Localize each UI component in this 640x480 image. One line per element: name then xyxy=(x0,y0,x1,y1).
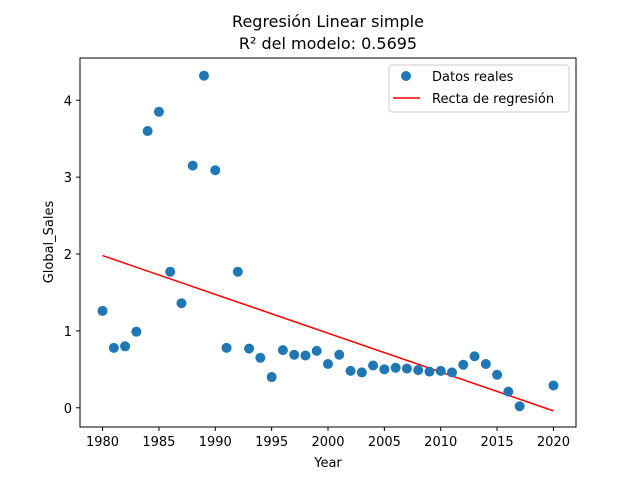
y-tick-label-0: 0 xyxy=(64,402,72,417)
data-point-2015 xyxy=(492,369,503,380)
data-point-2008 xyxy=(413,365,424,376)
data-point-2014 xyxy=(480,358,491,369)
data-point-2001 xyxy=(334,349,345,360)
data-point-1992 xyxy=(232,266,243,277)
legend-marker-datos-reales xyxy=(401,71,411,81)
data-point-2012 xyxy=(458,359,469,370)
data-point-1982 xyxy=(120,341,131,352)
data-point-2006 xyxy=(390,362,401,373)
data-point-1980 xyxy=(97,305,108,316)
x-tick-label-2020: 2020 xyxy=(537,435,570,450)
data-point-1999 xyxy=(311,345,322,356)
legend-box xyxy=(388,64,570,113)
y-axis-label: Global_Sales xyxy=(42,200,57,283)
x-tick-label-2005: 2005 xyxy=(368,435,401,450)
y-tick-label-2: 2 xyxy=(64,248,72,263)
x-tick-label-2010: 2010 xyxy=(424,435,457,450)
x-tick-label-1995: 1995 xyxy=(255,435,288,450)
data-point-1994 xyxy=(255,352,266,363)
data-point-1995 xyxy=(266,372,277,383)
data-point-1990 xyxy=(210,165,221,176)
data-point-2005 xyxy=(379,364,390,375)
data-point-2010 xyxy=(435,365,446,376)
data-point-2020 xyxy=(548,380,559,391)
x-tick-label-2015: 2015 xyxy=(481,435,514,450)
x-axis-label: Year xyxy=(313,456,342,471)
data-point-1983 xyxy=(131,326,142,337)
data-point-1981 xyxy=(108,342,119,353)
chart-subtitle: R² del modelo: 0.5695 xyxy=(239,34,417,53)
data-point-2004 xyxy=(368,360,379,371)
data-point-2016 xyxy=(503,386,514,397)
regression-layer xyxy=(102,254,554,412)
data-point-1986 xyxy=(165,266,176,277)
data-point-2009 xyxy=(424,366,435,377)
data-point-2013 xyxy=(469,351,480,362)
y-axis-ticks: 0 1 2 3 4 xyxy=(64,94,80,417)
legend: Datos reales Recta de regresión xyxy=(388,64,570,113)
data-point-1985 xyxy=(153,106,164,117)
y-tick-label-1: 1 xyxy=(64,325,72,340)
data-point-1998 xyxy=(300,350,311,361)
legend-label-datos-reales: Datos reales xyxy=(432,70,514,85)
regression-line xyxy=(102,254,554,412)
data-point-2000 xyxy=(323,358,333,369)
chart-title: Regresión Linear simple xyxy=(232,12,424,31)
data-point-1989 xyxy=(199,70,209,81)
data-point-2003 xyxy=(356,367,367,378)
data-point-2002 xyxy=(345,365,356,376)
data-point-2007 xyxy=(401,363,412,374)
x-tick-label-1985: 1985 xyxy=(142,435,175,450)
x-tick-label-1980: 1980 xyxy=(86,435,119,450)
data-point-2011 xyxy=(447,367,457,378)
x-tick-label-2000: 2000 xyxy=(311,435,344,450)
data-point-1993 xyxy=(244,343,255,354)
x-tick-label-1990: 1990 xyxy=(199,435,232,450)
x-axis-ticks: 1980 1985 1990 1995 2000 2005 2010 2015 2020 xyxy=(86,427,570,450)
y-tick-label-4: 4 xyxy=(64,94,72,109)
data-point-1996 xyxy=(277,345,288,356)
data-point-1984 xyxy=(142,126,153,137)
data-point-1991 xyxy=(221,342,232,353)
points-layer xyxy=(97,70,559,412)
legend-label-recta: Recta de regresión xyxy=(432,92,554,107)
data-point-1987 xyxy=(176,298,187,309)
data-point-1988 xyxy=(187,160,198,171)
data-point-1997 xyxy=(289,349,300,360)
y-tick-label-3: 3 xyxy=(64,171,72,186)
data-point-2017 xyxy=(514,401,525,412)
